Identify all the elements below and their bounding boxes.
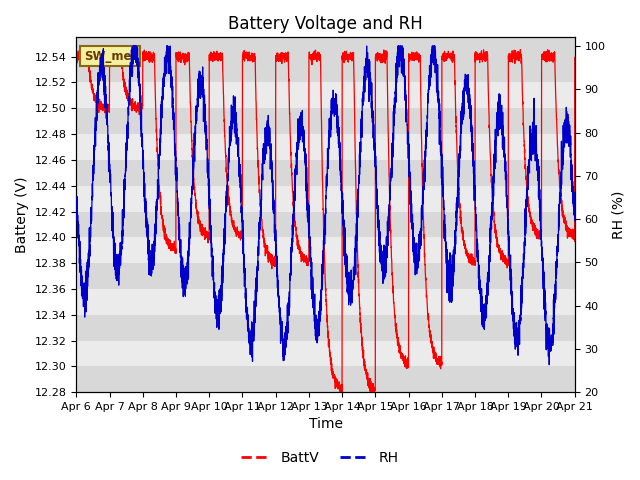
Bar <box>76 366 575 392</box>
Bar <box>76 263 575 289</box>
Legend: BattV, RH: BattV, RH <box>236 445 404 471</box>
Bar <box>76 108 575 134</box>
Bar <box>76 340 575 366</box>
Title: Battery Voltage and RH: Battery Voltage and RH <box>228 15 423 33</box>
Bar <box>76 83 575 108</box>
Y-axis label: RH (%): RH (%) <box>611 191 625 239</box>
Bar <box>76 186 575 212</box>
Bar <box>76 315 575 340</box>
Bar <box>76 289 575 315</box>
Bar <box>76 237 575 263</box>
Bar <box>76 212 575 237</box>
Bar <box>76 160 575 186</box>
Y-axis label: Battery (V): Battery (V) <box>15 177 29 253</box>
Bar <box>76 134 575 160</box>
Text: SW_met: SW_met <box>84 50 137 63</box>
Bar <box>76 57 575 83</box>
X-axis label: Time: Time <box>308 418 342 432</box>
